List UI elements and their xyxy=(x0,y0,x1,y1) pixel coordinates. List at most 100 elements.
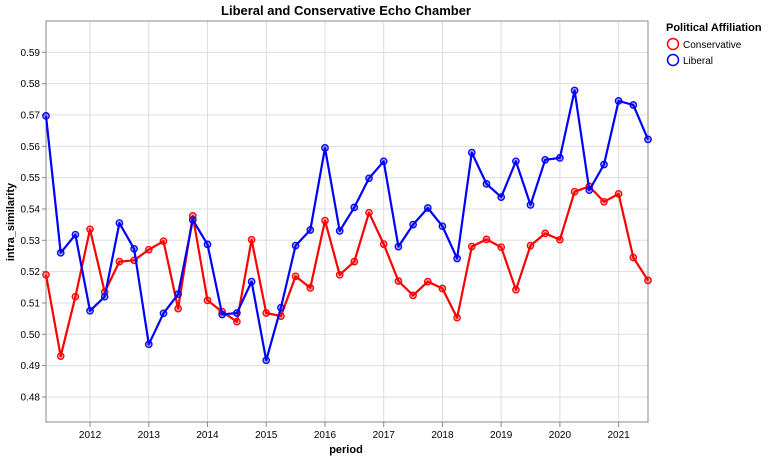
data-point-liberal xyxy=(100,292,109,301)
x-tick-label: 2021 xyxy=(608,430,631,441)
data-point-liberal xyxy=(335,227,344,235)
data-point-conservative xyxy=(497,243,506,252)
y-tick-label: 0.56 xyxy=(21,142,41,153)
x-tick-label: 2017 xyxy=(373,430,396,441)
data-point-liberal xyxy=(629,101,638,109)
data-point-conservative xyxy=(438,284,447,293)
x-tick-label: 2020 xyxy=(549,430,572,441)
data-point-liberal xyxy=(614,97,623,105)
data-point-conservative xyxy=(614,190,623,198)
data-point-liberal xyxy=(512,157,520,166)
data-point-liberal xyxy=(600,160,608,169)
data-point-liberal xyxy=(42,112,50,120)
data-point-conservative xyxy=(365,208,373,217)
data-point-liberal xyxy=(482,180,491,188)
data-point-liberal xyxy=(86,306,94,315)
legend-symbol-liberal xyxy=(666,53,680,67)
data-point-liberal xyxy=(365,174,373,183)
x-tick-label: 2012 xyxy=(79,430,102,441)
data-point-conservative xyxy=(379,240,388,248)
data-point-liberal xyxy=(144,340,153,349)
y-tick-label: 0.48 xyxy=(21,392,41,403)
data-point-liberal xyxy=(159,309,168,318)
data-point-liberal xyxy=(262,356,271,365)
data-point-conservative xyxy=(453,313,461,322)
data-point-liberal xyxy=(321,144,329,152)
data-point-liberal xyxy=(409,220,417,229)
data-point-conservative xyxy=(159,237,168,246)
data-point-liberal xyxy=(291,241,300,250)
data-point-conservative xyxy=(42,270,50,279)
y-tick-label: 0.52 xyxy=(21,267,41,278)
data-point-conservative xyxy=(629,253,638,262)
data-point-liberal xyxy=(379,157,388,166)
data-point-conservative xyxy=(423,277,432,286)
data-point-liberal xyxy=(277,303,285,312)
data-point-liberal xyxy=(423,204,432,212)
y-tick-label: 0.54 xyxy=(21,204,41,215)
data-point-conservative xyxy=(262,309,271,317)
data-point-conservative xyxy=(247,235,256,244)
data-point-liberal xyxy=(350,203,359,212)
data-point-liberal xyxy=(438,222,447,231)
data-point-conservative xyxy=(335,270,344,279)
data-point-conservative xyxy=(56,352,65,361)
data-point-conservative xyxy=(86,225,94,234)
data-point-liberal xyxy=(174,290,182,299)
data-point-conservative xyxy=(482,235,491,244)
plot-frame xyxy=(45,20,649,423)
data-point-liberal xyxy=(394,242,403,251)
x-tick-label: 2014 xyxy=(196,430,219,441)
data-point-conservative xyxy=(350,257,359,266)
data-point-conservative xyxy=(321,216,329,225)
y-tick-label: 0.58 xyxy=(21,79,41,90)
legend-symbol-conservative xyxy=(666,37,680,51)
chart-title: Liberal and Conservative Echo Chamber xyxy=(221,3,471,18)
y-tick-label: 0.53 xyxy=(21,236,41,247)
legend-label-liberal: Liberal xyxy=(683,56,713,67)
data-point-liberal xyxy=(130,244,138,253)
x-tick-label: 2016 xyxy=(314,430,337,441)
data-point-conservative xyxy=(467,242,476,251)
series-liberal xyxy=(42,86,652,365)
data-point-conservative xyxy=(409,291,417,300)
y-axis-label: intra_similarity xyxy=(5,182,17,261)
data-point-liberal xyxy=(115,219,124,227)
x-tick-label: 2013 xyxy=(138,430,161,441)
grid-lines xyxy=(46,21,648,422)
data-point-liberal xyxy=(467,148,476,157)
data-point-liberal xyxy=(453,254,461,263)
data-point-liberal xyxy=(71,230,80,239)
series-conservative xyxy=(42,182,652,361)
data-point-conservative xyxy=(570,187,579,196)
data-point-liberal xyxy=(556,154,564,162)
legend: Political Affiliation Conservative Liber… xyxy=(666,22,762,67)
y-tick-label: 0.55 xyxy=(21,173,41,184)
data-point-conservative xyxy=(291,272,300,281)
data-point-conservative xyxy=(556,235,564,244)
data-point-conservative xyxy=(541,229,550,238)
data-point-liberal xyxy=(497,193,506,201)
legend-title: Political Affiliation xyxy=(666,22,762,34)
data-point-liberal xyxy=(526,201,535,209)
data-point-conservative xyxy=(233,317,241,326)
data-point-liberal xyxy=(306,226,315,234)
series-layer xyxy=(42,86,652,365)
data-point-liberal xyxy=(247,277,256,286)
y-axis: 0.48 0.49 0.50 0.51 0.52 0.53 0.54 0.55 0.56 0.57… xyxy=(21,48,46,403)
series-line-liberal xyxy=(44,89,650,362)
x-tick-label: 2019 xyxy=(490,430,513,441)
data-point-conservative xyxy=(512,285,520,294)
data-point-conservative xyxy=(203,296,212,305)
data-point-liberal xyxy=(570,86,579,95)
data-point-liberal xyxy=(203,240,212,249)
data-point-liberal xyxy=(56,248,65,257)
y-tick-label: 0.57 xyxy=(21,110,41,121)
data-point-conservative xyxy=(600,197,608,206)
data-point-conservative xyxy=(115,257,124,266)
x-axis: 2012 2013 2014 2015 2016 2017 2018 2019 2020 2021 xyxy=(79,422,630,441)
data-point-conservative xyxy=(644,276,652,285)
y-tick-label: 0.59 xyxy=(21,48,41,59)
data-point-conservative xyxy=(174,304,182,313)
